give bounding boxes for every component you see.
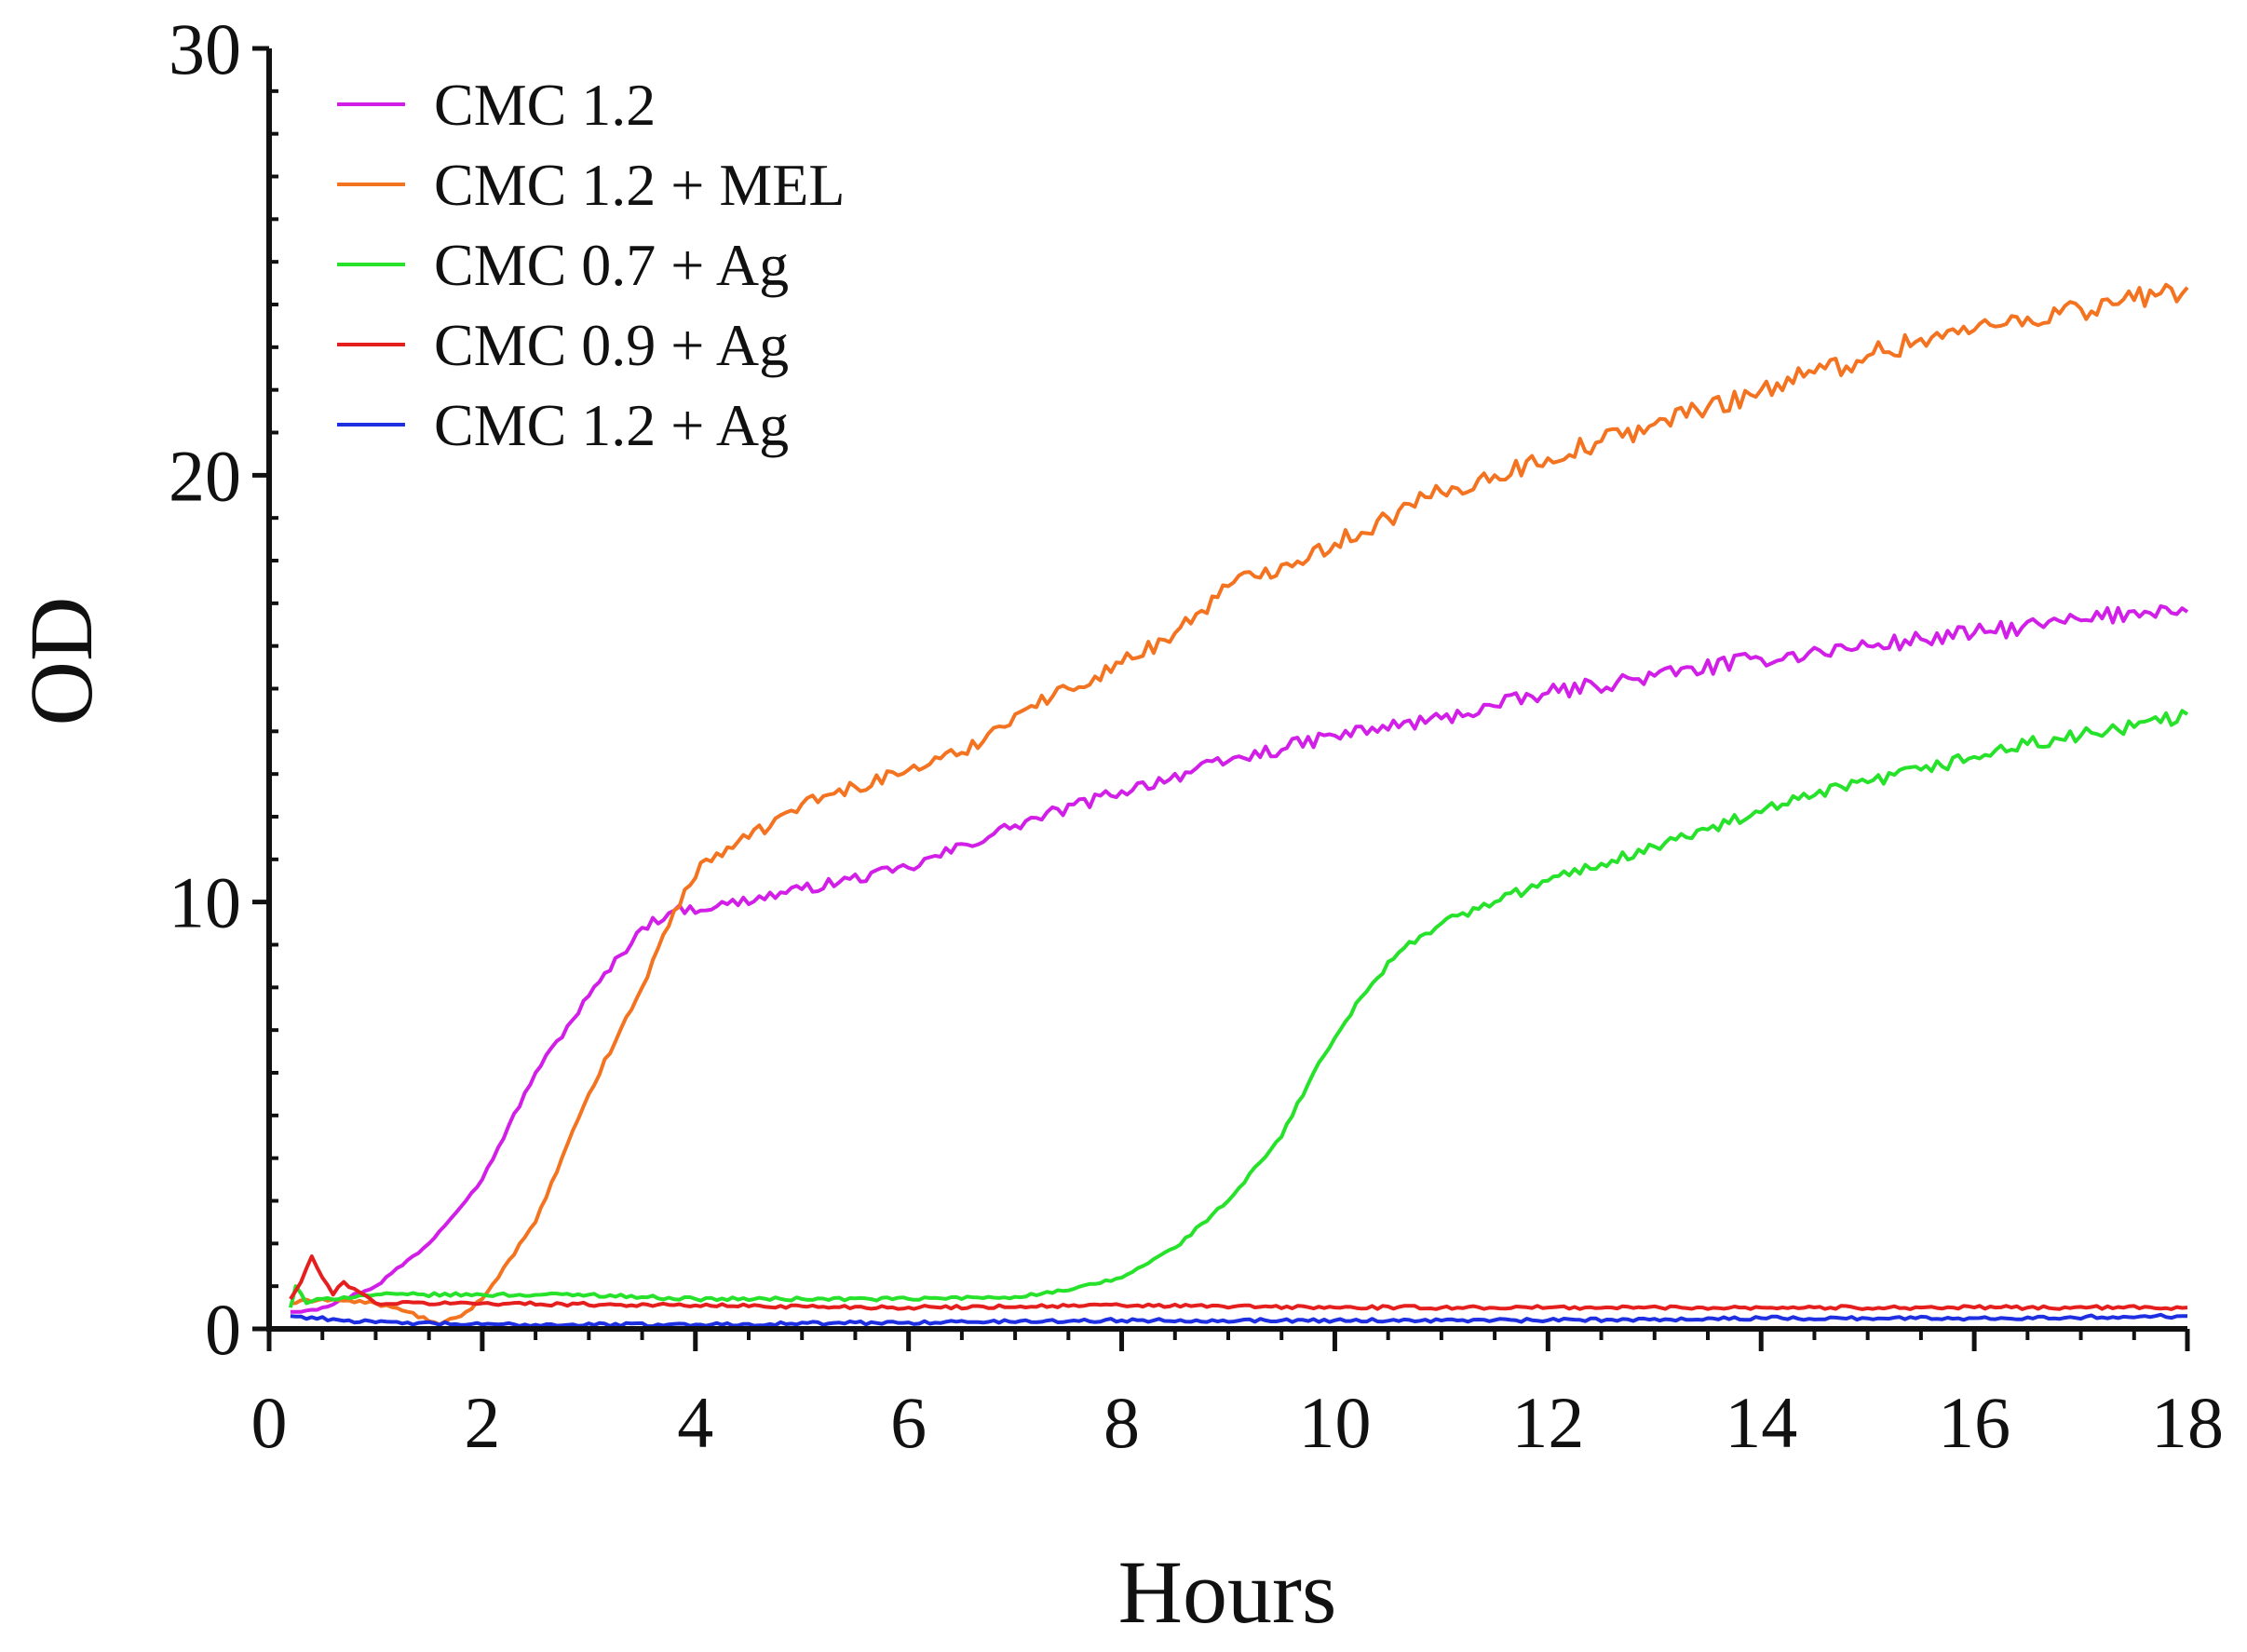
x-tick-label: 2 [464,1382,500,1463]
series-line-cmc-0-9-ag [289,1254,2188,1311]
y-tick-label: 20 [169,435,241,516]
series-line-cmc-1-2-mel [290,282,2189,1327]
series-line-cmc-1-2-ag [290,1312,2188,1329]
series-line-cmc-1-2 [290,603,2189,1314]
legend-label: CMC 1.2 + Ag [434,392,789,458]
x-tick-label: 4 [677,1382,713,1463]
y-tick-label: 30 [169,8,241,89]
x-tick-label: 14 [1725,1382,1797,1463]
y-tick-label: 0 [205,1289,241,1370]
x-tick-label: 12 [1511,1382,1584,1463]
x-axis-label: Hours [1118,1542,1337,1642]
y-tick-label: 10 [169,862,241,943]
x-tick-label: 0 [251,1382,288,1463]
legend-label: CMC 0.7 + Ag [434,232,789,298]
legend-label: CMC 1.2 + MEL [434,152,845,218]
ticks-layer: 0 2 4 6 8 10 12 14 16 18 0 10 20 30 [169,8,2224,1463]
x-tick-label: 16 [1938,1382,2010,1463]
series-layer [288,282,2189,1329]
labels-layer: Hours OD [11,597,1336,1642]
series-line-cmc-0-7-ag [288,709,2189,1308]
x-tick-label: 6 [890,1382,927,1463]
x-tick-label: 10 [1298,1382,1371,1463]
legend-label: CMC 1.2 [434,72,656,138]
y-axis-label: OD [11,597,111,726]
legend-label: CMC 0.9 + Ag [434,312,789,378]
legend: CMC 1.2 CMC 1.2 + MEL CMC 0.7 + Ag CMC 0.9 … [337,72,845,458]
x-tick-label: 18 [2151,1382,2224,1463]
x-tick-label: 8 [1103,1382,1140,1463]
